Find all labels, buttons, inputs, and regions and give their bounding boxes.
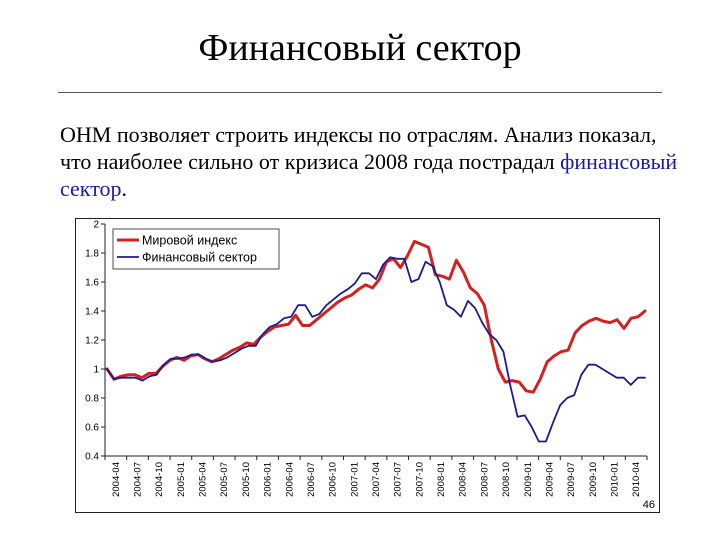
x-tick-label: 2006-10 (328, 462, 339, 497)
y-tick-label: 2 (93, 220, 99, 231)
x-tick-label: 2005-07 (219, 462, 230, 497)
x-tick-label: 2008-07 (479, 462, 490, 497)
x-tick-label: 2004-04 (111, 462, 122, 497)
y-tick-label: 1 (93, 365, 99, 376)
x-tick-label: 2007-01 (349, 462, 360, 497)
series-line-2 (106, 256, 646, 443)
x-tick-label: 2004-07 (133, 462, 144, 497)
title-divider (58, 92, 662, 93)
x-tick-label: 2008-04 (458, 462, 469, 497)
x-tick-label: 2010-01 (609, 462, 620, 497)
body-text-after: . (121, 176, 128, 201)
legend-entry-label: Финансовый сектор (142, 251, 257, 265)
x-tick-label: 2006-07 (306, 462, 317, 497)
chart-axes: 0.4 0.6 0.8 1 1.2 1.4 1.6 1.8 2 2004-04 2004-07 200… (85, 220, 648, 497)
line-chart: 0.4 0.6 0.8 1 1.2 1.4 1.6 1.8 2 2004-04 2004-07 200… (75, 218, 660, 513)
y-tick-label: 1.2 (85, 336, 99, 347)
x-tick-label: 2005-01 (176, 462, 187, 497)
y-tick-label: 1.4 (85, 307, 99, 318)
x-tick-label: 2007-04 (371, 462, 382, 497)
y-tick-label: 1.8 (85, 249, 99, 260)
x-tick-label: 2010-04 (631, 462, 642, 497)
x-tick-label: 2006-01 (263, 462, 274, 497)
x-tick-label: 2008-10 (501, 462, 512, 497)
x-tick-label: 2009-01 (523, 462, 534, 497)
slide-body-text: ОНМ позволяет строить индексы по отрасля… (60, 121, 680, 202)
body-text-highlight: финансовый сектор (60, 149, 678, 201)
page-number: 46 (643, 499, 655, 511)
y-tick-label: 0.6 (85, 423, 99, 434)
x-tick-label: 2007-07 (393, 462, 404, 497)
x-tick-label: 2009-07 (566, 462, 577, 497)
legend-entry-label: Мировой индекс (142, 234, 237, 248)
x-tick-label: 2009-04 (544, 462, 555, 497)
y-tick-label: 0.4 (85, 452, 99, 463)
legend-box (112, 228, 280, 270)
x-tick-label: 2005-04 (198, 462, 209, 497)
body-text-before: ОНМ позволяет строить индексы по отрасля… (60, 122, 657, 174)
y-tick-label: 1.6 (85, 278, 99, 289)
chart-legend: Мировой индекс Финансовый сектор (112, 228, 280, 270)
line-chart-svg: 0.4 0.6 0.8 1 1.2 1.4 1.6 1.8 2 2004-04 2004-07 200… (75, 218, 660, 513)
x-tick-label: 2006-04 (284, 462, 295, 497)
y-tick-label: 0.8 (85, 394, 99, 405)
slide-title: Финансовый сектор (198, 27, 522, 69)
chart-series (105, 239, 647, 443)
x-tick-label: 2008-01 (436, 462, 447, 497)
x-tick-label: 2007-10 (414, 462, 425, 497)
x-tick-label: 2004-10 (154, 462, 165, 497)
x-tick-label: 2009-10 (588, 462, 599, 497)
x-tick-label: 2005-10 (241, 462, 252, 497)
